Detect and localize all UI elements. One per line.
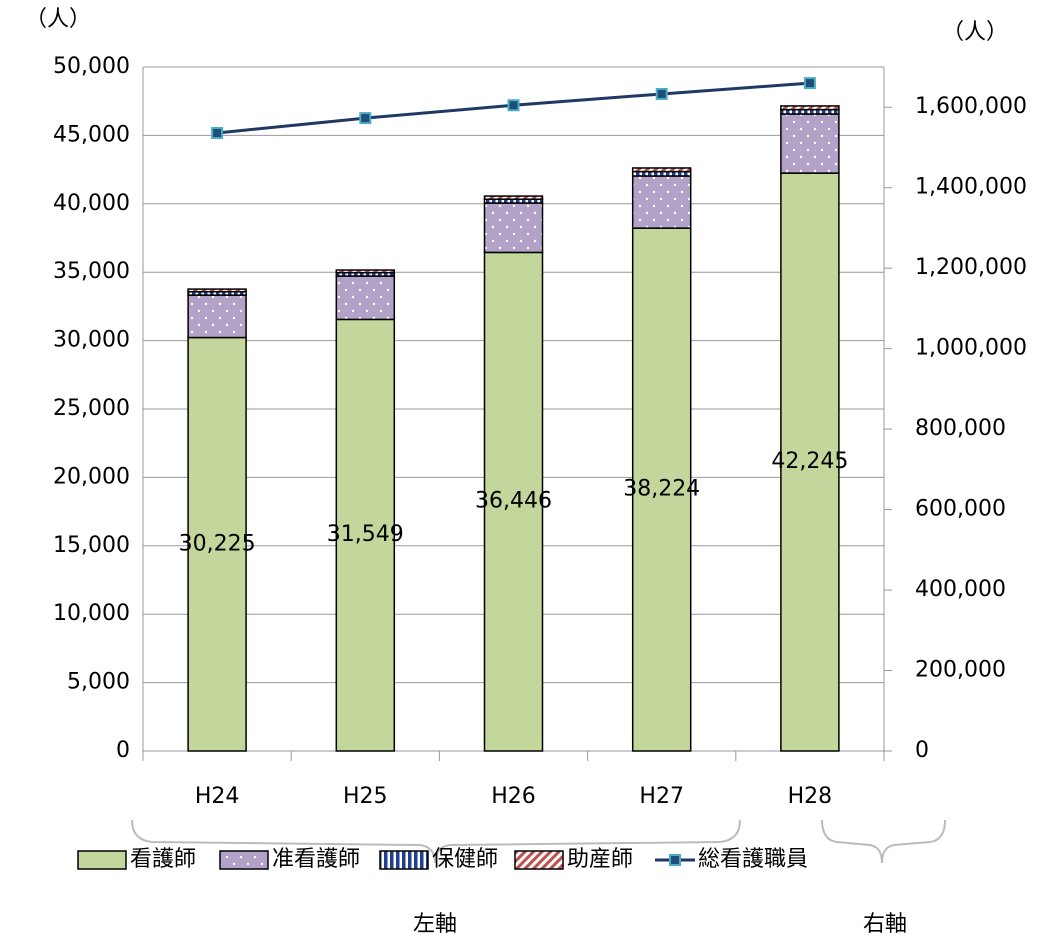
x-tick-label: H27 [639,784,684,809]
legend-label: 助産師 [567,847,633,872]
y-tick-label: 10,000 [53,601,130,626]
bar [335,269,396,274]
y2-unit: （人） [942,20,1008,45]
bar [483,202,544,254]
y2-tick-label: 400,000 [915,577,1006,602]
bar [483,195,544,200]
data-label: 38,224 [623,477,700,502]
y-tick-label: 0 [116,738,130,763]
x-tick-label: H28 [788,784,833,809]
legend-label: 准看護師 [272,847,360,872]
y2-tick-label: 1,000,000 [915,336,1027,361]
axis-group-label: 左軸 [413,912,457,937]
y-unit: （人） [25,7,91,32]
bar [335,318,396,752]
x-tick-label: H26 [491,784,536,809]
legend-swatch [219,850,269,870]
data-label: 30,225 [179,531,256,556]
bar [187,336,247,752]
bar [780,113,840,174]
legend-marker [669,854,681,866]
y2-tick-label: 1,600,000 [915,94,1027,119]
bar [780,105,840,111]
bar [187,294,247,339]
line-marker [359,112,372,125]
y-tick-label: 15,000 [53,533,130,558]
data-label: 42,245 [771,449,848,474]
y-tick-label: 50,000 [53,54,130,79]
y-tick-label: 5,000 [67,670,130,695]
legend-label: 看護師 [130,847,196,872]
line-marker [803,77,816,90]
legend-label: 保健師 [432,847,498,872]
legend-swatch [379,850,429,870]
brace-right [821,819,946,864]
bar [335,275,396,321]
legend-swatch [77,850,127,870]
y2-tick-label: 0 [915,738,929,763]
x-tick-label: H25 [343,784,388,809]
y2-tick-label: 800,000 [915,416,1006,441]
data-label: 36,446 [475,489,552,514]
bar [187,288,247,293]
line-marker [655,87,668,100]
y2-tick-label: 1,200,000 [915,255,1027,280]
data-label: 31,549 [327,522,404,547]
y2-tick-label: 200,000 [915,658,1006,683]
bar [631,175,692,229]
brace-left [131,819,741,864]
y2-tick-label: 1,400,000 [915,175,1027,200]
y-tick-label: 20,000 [53,464,130,489]
bar [631,227,692,752]
x-tick-label: H24 [195,784,240,809]
bar [780,172,840,752]
y-tick-label: 25,000 [53,396,130,421]
y-tick-label: 30,000 [53,328,130,353]
y-tick-label: 35,000 [53,259,130,284]
line-marker [211,126,224,139]
legend-swatch [514,850,564,870]
axis-group-label: 右軸 [863,912,907,937]
line-marker [507,99,520,112]
legend-label: 総看護職員 [698,847,808,872]
y-tick-label: 40,000 [53,191,130,216]
bar [631,167,692,173]
y2-tick-label: 600,000 [915,497,1006,522]
y-tick-label: 45,000 [53,122,130,147]
